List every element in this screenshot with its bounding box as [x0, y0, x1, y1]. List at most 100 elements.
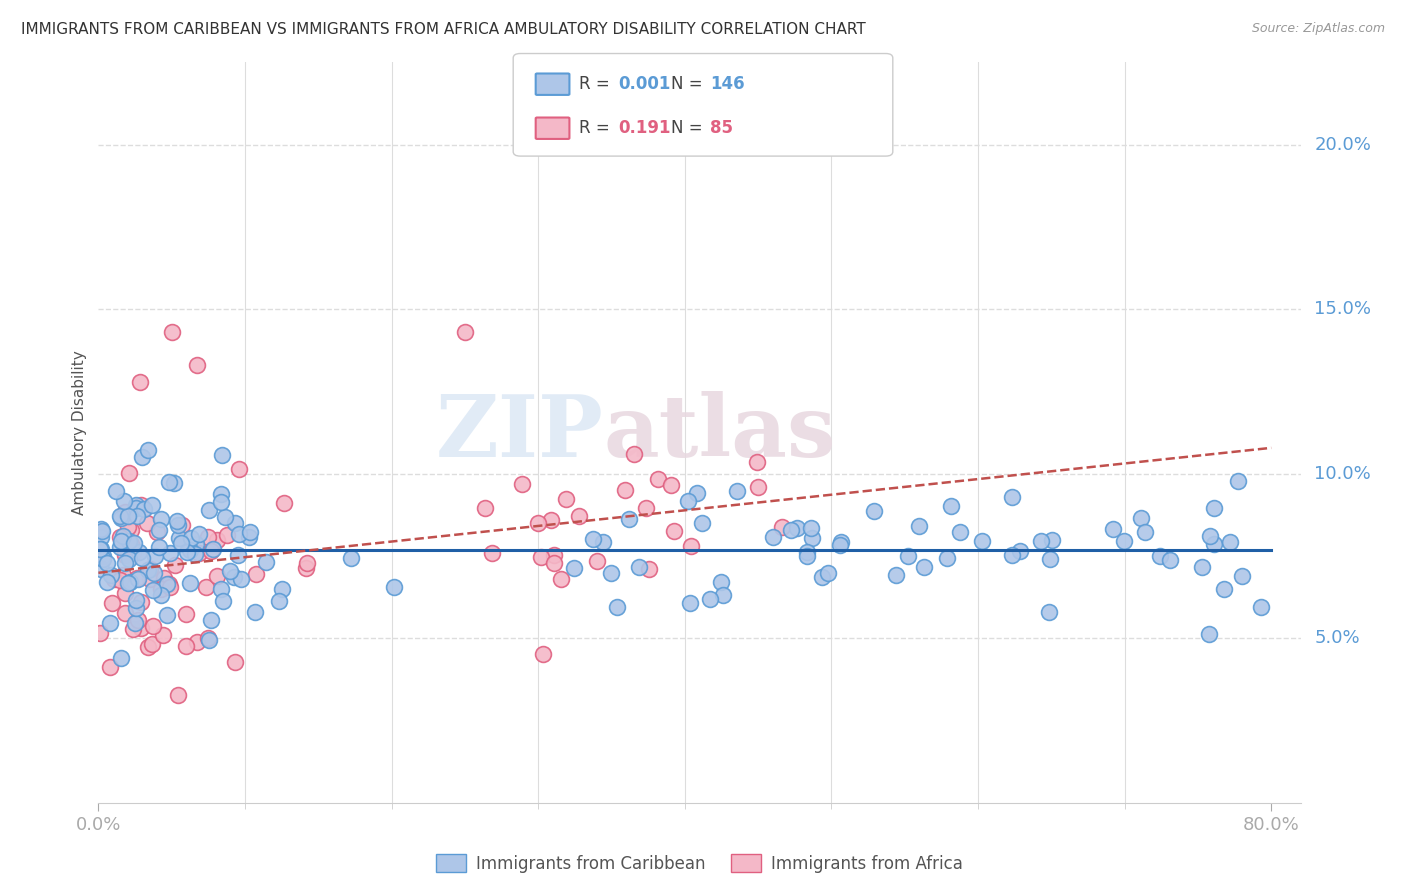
Point: [141, 637, 163, 651]
Point: [91, 549, 114, 564]
Point: [184, 536, 207, 550]
Point: [679, 597, 702, 611]
Point: [100, 568, 122, 582]
Point: [105, 483, 128, 498]
Text: 0.001: 0.001: [619, 75, 671, 93]
Point: [143, 549, 166, 563]
Text: N =: N =: [671, 75, 707, 93]
Point: [238, 530, 260, 544]
Point: [150, 582, 173, 596]
Text: N =: N =: [671, 120, 707, 137]
Point: [801, 531, 824, 545]
Point: [699, 592, 721, 607]
Point: [90, 522, 112, 536]
Point: [96, 575, 118, 590]
Point: [830, 534, 852, 549]
Point: [159, 580, 181, 594]
Point: [170, 535, 193, 549]
Point: [779, 523, 801, 537]
Point: [125, 508, 148, 523]
Point: [592, 534, 614, 549]
Point: [114, 586, 136, 600]
Point: [209, 486, 232, 500]
Point: [91, 552, 114, 566]
Text: ZIP: ZIP: [436, 391, 603, 475]
Point: [141, 498, 163, 512]
Point: [613, 483, 636, 497]
Text: Source: ZipAtlas.com: Source: ZipAtlas.com: [1251, 22, 1385, 36]
Point: [100, 615, 122, 630]
Point: [540, 513, 562, 527]
Text: 5.0%: 5.0%: [1315, 629, 1360, 648]
Point: [114, 556, 136, 570]
Point: [187, 527, 209, 541]
Point: [166, 517, 188, 532]
Point: [1232, 568, 1254, 582]
Point: [117, 508, 139, 523]
Point: [205, 533, 228, 547]
Point: [172, 517, 194, 532]
Point: [131, 498, 153, 512]
Point: [638, 562, 661, 576]
Point: [127, 613, 149, 627]
Point: [527, 516, 550, 530]
Point: [108, 509, 131, 524]
Point: [228, 461, 250, 475]
Point: [481, 546, 503, 560]
Point: [110, 651, 132, 665]
Point: [1130, 511, 1153, 525]
Point: [1102, 522, 1125, 536]
Point: [184, 548, 207, 562]
Point: [1198, 529, 1220, 543]
Point: [197, 530, 219, 544]
Point: [166, 514, 188, 528]
Text: 85: 85: [710, 120, 733, 137]
Point: [131, 622, 153, 636]
Point: [118, 466, 141, 480]
Point: [585, 554, 607, 568]
Point: [662, 524, 685, 538]
Point: [1031, 534, 1053, 549]
Point: [1213, 582, 1236, 596]
Point: [136, 442, 159, 457]
Point: [254, 555, 277, 569]
Point: [628, 559, 651, 574]
Point: [112, 494, 135, 508]
Point: [770, 520, 793, 534]
Point: [295, 561, 318, 575]
Point: [1227, 474, 1250, 488]
Point: [912, 560, 935, 574]
Point: [179, 542, 201, 557]
Point: [122, 536, 145, 550]
Point: [179, 575, 201, 590]
Point: [1008, 544, 1031, 558]
Point: [111, 529, 134, 543]
Point: [188, 546, 211, 560]
Point: [160, 325, 183, 339]
Point: [1040, 533, 1063, 547]
Point: [568, 508, 591, 523]
Point: [120, 539, 142, 553]
Text: 146: 146: [710, 75, 745, 93]
Point: [339, 551, 361, 566]
Point: [136, 640, 159, 654]
Point: [543, 549, 565, 563]
Point: [155, 577, 177, 591]
Point: [138, 562, 160, 576]
Point: [108, 573, 131, 587]
Point: [117, 520, 139, 534]
Point: [212, 593, 235, 607]
Point: [167, 532, 190, 546]
Point: [1219, 535, 1241, 549]
Text: 15.0%: 15.0%: [1315, 301, 1371, 318]
Point: [581, 532, 603, 546]
Point: [90, 529, 112, 543]
Point: [725, 483, 748, 498]
Point: [229, 573, 252, 587]
Point: [1001, 490, 1024, 504]
Point: [148, 523, 170, 537]
Point: [224, 516, 246, 530]
Point: [1149, 549, 1171, 564]
Point: [786, 520, 808, 534]
Point: [709, 574, 731, 589]
